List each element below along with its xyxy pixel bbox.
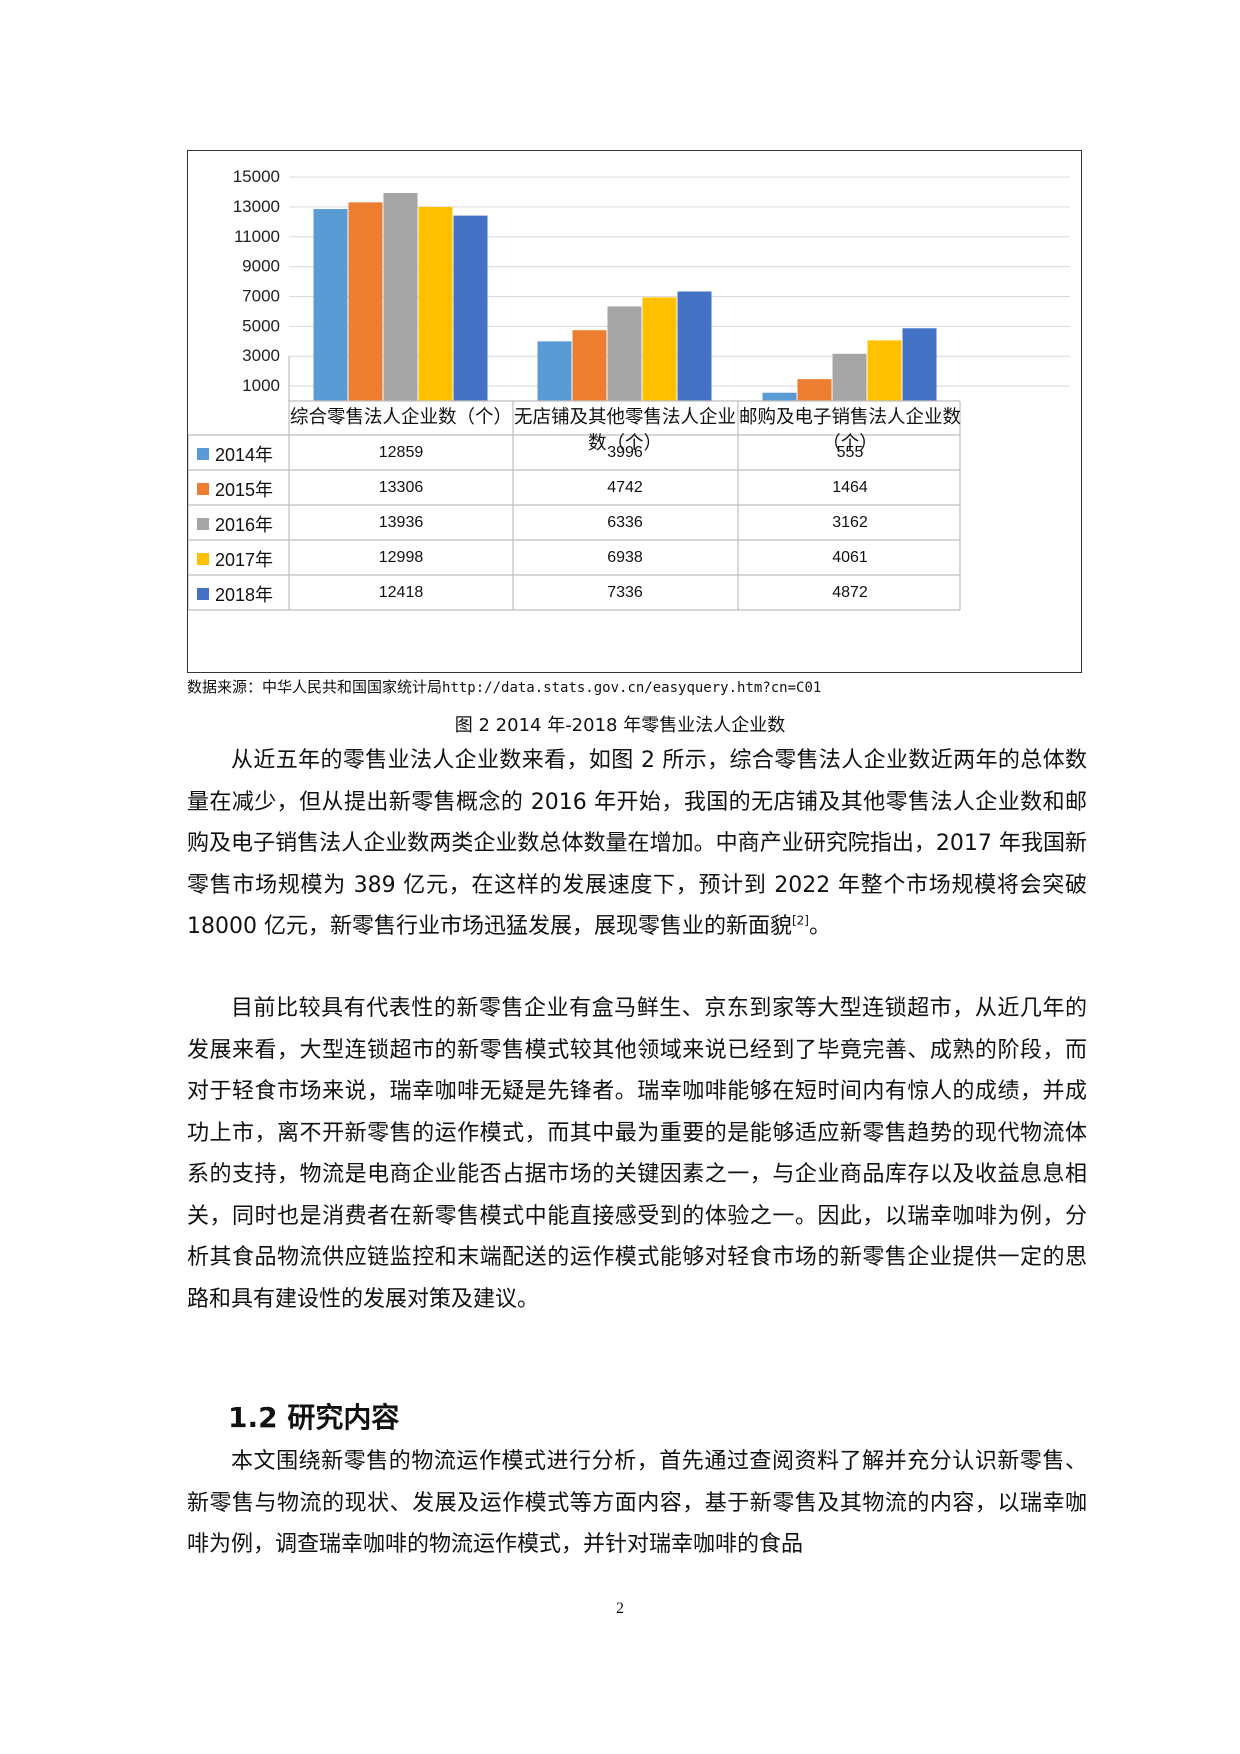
bar-2017年-2 (642, 297, 677, 401)
legend-swatch-2015年 (197, 483, 209, 495)
bar-chart: 1000 3000 5000 7000 9000 11000 13000 15000 综合零售法… (188, 167, 1070, 611)
legend-label: 2015年 (215, 480, 273, 500)
data-value: 3996 (607, 444, 643, 461)
data-source-label: 数据来源：中华人民共和国国家统计局 (187, 678, 443, 696)
bar-2015年-3 (797, 379, 832, 401)
bar-2014年-2 (537, 341, 572, 401)
bar-2018年-2 (677, 291, 712, 401)
y-tick-label: 11000 (234, 227, 280, 246)
data-value: 6336 (607, 514, 643, 531)
y-tick-label: 13000 (233, 197, 280, 216)
legend-label: 2018年 (215, 585, 273, 605)
section-heading: 1.2 研究内容 (228, 1401, 400, 1434)
y-tick-label: 3000 (242, 346, 280, 365)
data-value: 4742 (607, 479, 643, 496)
data-value: 13306 (379, 479, 424, 496)
data-value: 4872 (832, 584, 868, 601)
y-tick-label: 7000 (242, 287, 280, 306)
chart-container: 1000 3000 5000 7000 9000 11000 13000 15000 综合零售法… (187, 150, 1082, 673)
bar-2015年-2 (572, 330, 607, 401)
data-value: 1464 (832, 479, 868, 496)
bar-2016年-1 (383, 192, 418, 401)
paragraph-retail-trend-text: 从近五年的零售业法人企业数来看，如图 2 所示，综合零售法人企业数近两年的总体数… (187, 748, 1087, 939)
paragraph-research-content: 本文围绕新零售的物流运作模式进行分析，首先通过查阅资料了解并充分认识新零售、新零… (187, 1449, 1087, 1557)
legend-label: 2016年 (215, 515, 273, 535)
data-value: 13936 (379, 514, 424, 531)
bar-2015年-1 (348, 202, 383, 401)
category-label: 数（个） (588, 432, 662, 453)
legend-swatch-2014年 (197, 448, 209, 460)
data-value: 12418 (379, 584, 424, 601)
data-value: 7336 (607, 584, 643, 601)
paragraph-luckin-background: 目前比较具有代表性的新零售企业有盒马鲜生、京东到家等大型连锁超市，从近几年的发展… (187, 996, 1087, 1312)
y-tick-label: 15000 (233, 167, 280, 186)
data-value: 12998 (379, 549, 424, 566)
y-tick-label: 9000 (242, 257, 280, 276)
category-label: （个） (822, 432, 878, 453)
figure-caption: 图 2 2014 年-2018 年零售业法人企业数 (454, 715, 786, 736)
category-label: 邮购及电子销售法人企业数 (739, 406, 961, 427)
data-value: 6938 (607, 549, 643, 566)
citation-ref: [2] (791, 913, 809, 928)
legend-swatch-2016年 (197, 518, 209, 530)
bar-2018年-1 (453, 215, 488, 401)
legend-label: 2014年 (215, 445, 273, 465)
category-label: 无店铺及其他零售法人企业 (514, 406, 736, 427)
data-value: 3162 (832, 514, 868, 531)
category-label: 综合零售法人企业数（个） (290, 406, 512, 427)
y-tick-label: 5000 (242, 316, 280, 335)
data-source-note: 数据来源：中华人民共和国国家统计局http://data.stats.gov.c… (187, 676, 821, 697)
bar-2016年-3 (832, 353, 867, 401)
bar-2014年-3 (762, 392, 797, 401)
data-value: 4061 (832, 549, 868, 566)
legend-swatch-2018年 (197, 588, 209, 600)
data-value: 555 (837, 444, 864, 461)
data-source-url: http://data.stats.gov.cn/easyquery.htm?c… (442, 680, 822, 696)
page-number: 2 (616, 1600, 624, 1617)
bar-2016年-2 (607, 306, 642, 401)
paragraph-retail-trend: 从近五年的零售业法人企业数来看，如图 2 所示，综合零售法人企业数近两年的总体数… (187, 740, 1087, 948)
legend-swatch-2017年 (197, 553, 209, 565)
bar-2018年-3 (902, 328, 937, 401)
y-tick-label: 1000 (242, 376, 280, 395)
bar-2017年-1 (418, 206, 453, 401)
legend-label: 2017年 (215, 550, 273, 570)
paragraph-end-mark: 。 (808, 914, 831, 939)
data-value: 12859 (379, 444, 424, 461)
bar-2017年-3 (867, 340, 902, 401)
bar-2014年-1 (313, 209, 348, 401)
